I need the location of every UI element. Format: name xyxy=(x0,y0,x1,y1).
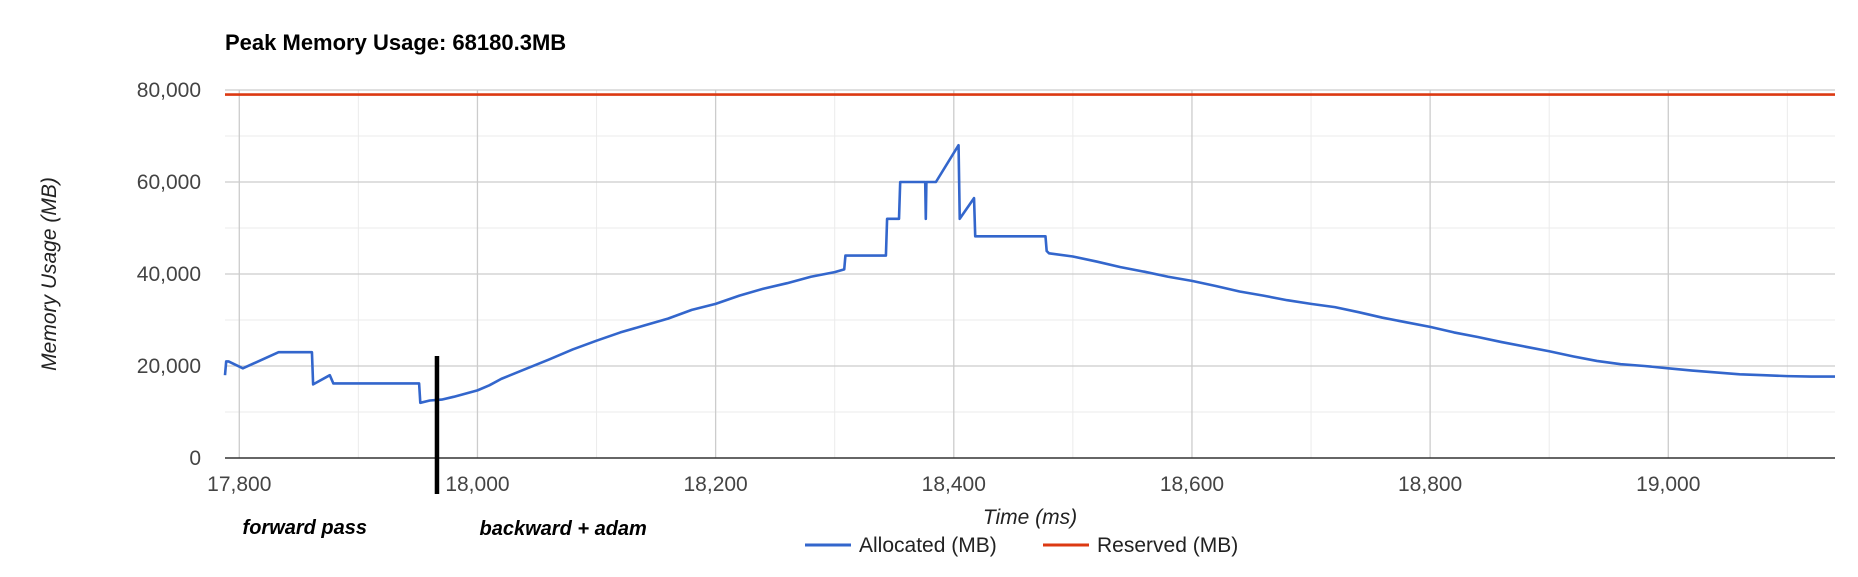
y-tick-label: 80,000 xyxy=(137,79,201,102)
y-axis-title: Memory Usage (MB) xyxy=(38,177,61,371)
x-tick-label: 18,200 xyxy=(684,473,748,496)
y-tick-label: 40,000 xyxy=(137,263,201,286)
chart-title: Peak Memory Usage: 68180.3MB xyxy=(225,30,566,55)
legend-label-allocated: Allocated (MB) xyxy=(859,534,997,557)
legend: Allocated (MB) Reserved (MB) xyxy=(805,534,1238,557)
x-tick-label: 18,800 xyxy=(1398,473,1462,496)
y-tick-label: 60,000 xyxy=(137,171,201,194)
annotation-forward-pass: forward pass xyxy=(243,517,367,539)
series-layer xyxy=(223,93,1835,405)
x-tick-label: 18,600 xyxy=(1160,473,1224,496)
x-tick-label: 18,400 xyxy=(922,473,986,496)
annotation-backward-adam: backward + adam xyxy=(480,518,647,540)
series-line-allocated xyxy=(223,143,1835,405)
axis-layer: 17,800 18,000 18,200 18,400 18,600 18,800 19,0… xyxy=(38,79,1835,529)
annotation-layer: forward pass backward + adam xyxy=(243,356,647,540)
x-axis-title: Time (ms) xyxy=(983,506,1077,529)
grid-layer xyxy=(225,89,1835,458)
y-tick-label: 0 xyxy=(189,447,201,470)
x-tick-label: 19,000 xyxy=(1636,473,1700,496)
x-tick-label: 18,000 xyxy=(445,473,509,496)
x-tick-label: 17,800 xyxy=(207,473,271,496)
y-tick-label: 20,000 xyxy=(137,355,201,378)
legend-label-reserved: Reserved (MB) xyxy=(1097,534,1238,557)
